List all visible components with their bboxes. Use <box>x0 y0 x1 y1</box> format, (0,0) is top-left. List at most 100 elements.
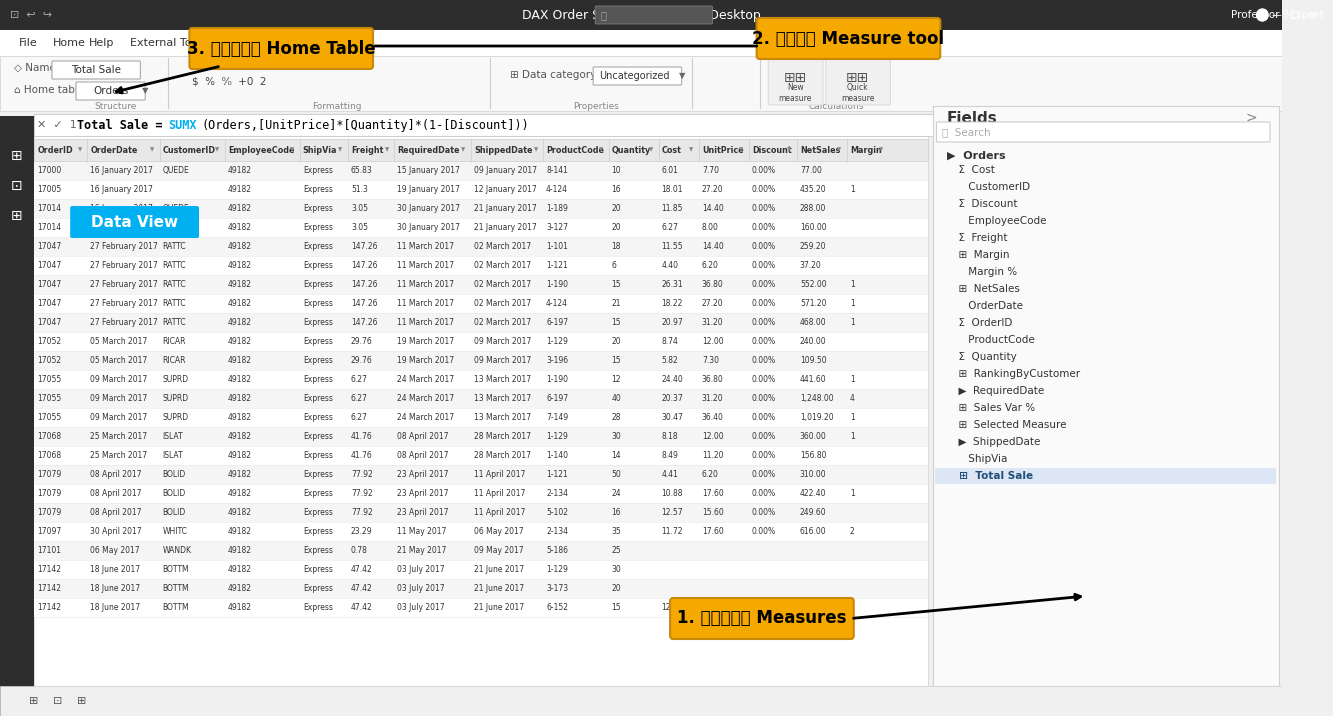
Text: 11 May 2017: 11 May 2017 <box>397 527 447 536</box>
Text: Σ  OrderID: Σ OrderID <box>952 318 1012 328</box>
Text: 20: 20 <box>612 223 621 232</box>
Text: 0.78: 0.78 <box>351 546 368 555</box>
Text: ▶  ShippedDate: ▶ ShippedDate <box>952 437 1040 447</box>
Text: 1. เลือก Measures: 1. เลือก Measures <box>677 609 846 627</box>
Text: 12.00: 12.00 <box>702 337 724 346</box>
Text: Total Sale =: Total Sale = <box>77 119 169 132</box>
Text: 49182: 49182 <box>228 375 252 384</box>
Text: 0.00%: 0.00% <box>752 375 776 384</box>
Text: 21 May 2017: 21 May 2017 <box>397 546 447 555</box>
Text: Help: Help <box>88 38 113 48</box>
FancyBboxPatch shape <box>33 370 928 389</box>
Text: 435.20: 435.20 <box>800 185 826 194</box>
Text: 249.60: 249.60 <box>800 508 826 517</box>
Text: 147.26: 147.26 <box>351 242 377 251</box>
Text: ▼: ▼ <box>77 147 83 153</box>
Text: 3-196: 3-196 <box>547 356 568 365</box>
Text: 47.42: 47.42 <box>351 565 373 574</box>
Text: 27 February 2017: 27 February 2017 <box>91 299 159 308</box>
Text: ISLAT: ISLAT <box>163 451 183 460</box>
Text: 65.83: 65.83 <box>351 166 373 175</box>
Text: 6-152: 6-152 <box>547 603 568 612</box>
Text: 23.29: 23.29 <box>351 527 372 536</box>
Text: 21 January 2017: 21 January 2017 <box>475 204 537 213</box>
Text: 1-121: 1-121 <box>547 261 568 270</box>
Text: 16 January 2017: 16 January 2017 <box>91 166 153 175</box>
Text: 25 March 2017: 25 March 2017 <box>91 432 148 441</box>
Text: SUMX: SUMX <box>168 119 197 132</box>
Text: ▼: ▼ <box>339 147 343 153</box>
Text: 30: 30 <box>612 432 621 441</box>
Text: 02 March 2017: 02 March 2017 <box>475 242 531 251</box>
Text: 11 April 2017: 11 April 2017 <box>475 508 525 517</box>
Text: 1-129: 1-129 <box>547 337 568 346</box>
Text: 11.85: 11.85 <box>661 204 682 213</box>
FancyBboxPatch shape <box>33 427 928 446</box>
Text: 24: 24 <box>612 489 621 498</box>
Text: 11 March 2017: 11 March 2017 <box>397 261 455 270</box>
Text: 1: 1 <box>850 432 854 441</box>
FancyBboxPatch shape <box>0 30 1281 56</box>
Text: 29.76: 29.76 <box>351 337 373 346</box>
Text: 14.40: 14.40 <box>702 204 724 213</box>
Text: 17068: 17068 <box>37 432 61 441</box>
Text: 160.00: 160.00 <box>800 223 826 232</box>
Text: ▼: ▼ <box>461 147 465 153</box>
Text: WANDK: WANDK <box>163 546 192 555</box>
Text: ⌂ Home table: ⌂ Home table <box>15 85 85 95</box>
Text: 17047: 17047 <box>37 280 61 289</box>
Text: 25 March 2017: 25 March 2017 <box>91 451 148 460</box>
Text: 14: 14 <box>612 451 621 460</box>
Text: 17055: 17055 <box>37 375 61 384</box>
Text: 288.00: 288.00 <box>800 204 826 213</box>
Text: 0.00%: 0.00% <box>752 489 776 498</box>
Text: Express: Express <box>303 451 333 460</box>
FancyBboxPatch shape <box>33 114 1254 136</box>
Text: 0.00%: 0.00% <box>752 356 776 365</box>
Text: 1-190: 1-190 <box>547 280 568 289</box>
Text: RATTC: RATTC <box>163 318 187 327</box>
Text: 10: 10 <box>612 166 621 175</box>
Text: 15.60: 15.60 <box>702 508 724 517</box>
Text: $  %  ⁰⁄₀  +0  2: $ % ⁰⁄₀ +0 2 <box>192 76 267 86</box>
Text: 20: 20 <box>612 584 621 593</box>
Text: 30 January 2017: 30 January 2017 <box>397 223 460 232</box>
FancyBboxPatch shape <box>33 598 928 617</box>
Text: 02 March 2017: 02 March 2017 <box>475 280 531 289</box>
Text: Data View: Data View <box>91 215 179 230</box>
Text: ⊞: ⊞ <box>11 209 23 223</box>
Text: 49182: 49182 <box>228 394 252 403</box>
Text: 0.00%: 0.00% <box>752 166 776 175</box>
Text: ⊞ Data category: ⊞ Data category <box>509 70 596 80</box>
FancyBboxPatch shape <box>33 408 928 427</box>
Text: ◇ Name: ◇ Name <box>15 63 56 73</box>
Text: 37.20: 37.20 <box>800 261 821 270</box>
Text: QUEDE: QUEDE <box>163 223 189 232</box>
Text: 6.27: 6.27 <box>351 413 368 422</box>
Text: Express: Express <box>303 489 333 498</box>
Text: 6.20: 6.20 <box>702 470 718 479</box>
Text: 16: 16 <box>612 508 621 517</box>
Text: 19 March 2017: 19 March 2017 <box>397 337 455 346</box>
Text: 147.26: 147.26 <box>351 299 377 308</box>
Text: 13 March 2017: 13 March 2017 <box>475 394 531 403</box>
Text: 6.27: 6.27 <box>661 223 678 232</box>
Text: 08 April 2017: 08 April 2017 <box>91 508 141 517</box>
Text: 310.00: 310.00 <box>800 470 826 479</box>
Text: ⊞  RankingByCustomer: ⊞ RankingByCustomer <box>952 369 1080 379</box>
FancyBboxPatch shape <box>71 206 199 238</box>
Text: 0.00%: 0.00% <box>752 204 776 213</box>
Text: OrderID: OrderID <box>37 145 73 155</box>
Text: 13 March 2017: 13 March 2017 <box>475 413 531 422</box>
Text: WHITC: WHITC <box>163 527 188 536</box>
Text: 21 June 2017: 21 June 2017 <box>475 603 524 612</box>
Text: 77.92: 77.92 <box>351 508 373 517</box>
Text: ▼: ▼ <box>599 147 604 153</box>
Text: Express: Express <box>303 565 333 574</box>
Text: Uncategorized: Uncategorized <box>600 71 669 81</box>
Text: Express: Express <box>303 527 333 536</box>
FancyBboxPatch shape <box>33 541 928 560</box>
Text: 23 April 2017: 23 April 2017 <box>397 489 449 498</box>
Text: RATTC: RATTC <box>163 280 187 289</box>
Text: 240.00: 240.00 <box>800 337 826 346</box>
